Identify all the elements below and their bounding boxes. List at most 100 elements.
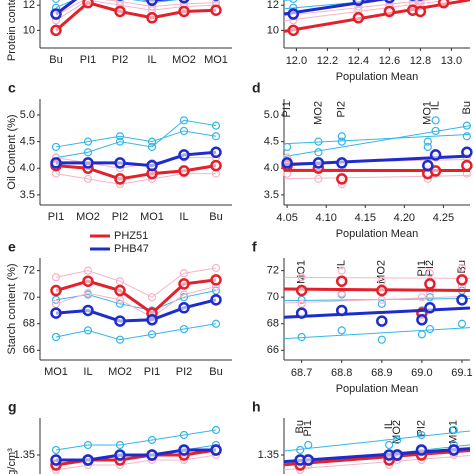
regression-line	[283, 430, 471, 452]
regression-line	[283, 295, 471, 304]
x-tick-label: MO2	[76, 211, 100, 223]
point	[461, 146, 473, 159]
point	[210, 294, 222, 306]
point	[302, 454, 315, 466]
x-tick-label: 4.05	[276, 212, 297, 224]
point	[335, 275, 348, 287]
point	[437, 0, 450, 9]
point	[178, 149, 190, 161]
x-tick-label: 12.2	[317, 55, 338, 67]
environment-label: MO2	[376, 260, 388, 284]
environment-label: PI1	[281, 101, 293, 118]
point	[287, 8, 300, 20]
point	[377, 335, 386, 344]
regression-line	[283, 125, 471, 158]
y-tick-label: 66	[267, 344, 279, 356]
point	[114, 449, 126, 461]
point	[50, 284, 62, 297]
point	[179, 324, 189, 334]
point	[52, 0, 60, 3]
point	[417, 430, 426, 440]
regression-line	[283, 0, 433, 17]
x-tick-label: 12.4	[348, 55, 369, 67]
point	[114, 173, 126, 185]
x-tick-label: MO2	[172, 54, 196, 66]
x-tick-label: MO2	[108, 366, 132, 378]
y-tick-label: 68	[23, 318, 35, 330]
point	[377, 299, 386, 308]
regression-line	[283, 0, 388, 16]
x-tick-label: Bu	[209, 211, 222, 223]
y-tick-label: 10	[267, 24, 279, 36]
point	[114, 315, 126, 327]
point	[210, 4, 222, 16]
point	[416, 314, 428, 326]
environment-label: IL	[430, 101, 442, 110]
point	[179, 116, 189, 125]
point	[385, 440, 394, 450]
x-tick-label: 68.7	[291, 367, 312, 379]
point	[83, 137, 93, 146]
y-tick-label: 72	[23, 265, 35, 277]
point	[50, 8, 62, 20]
series-line	[55, 0, 179, 9]
environment-label: MO2	[391, 420, 403, 444]
point	[51, 299, 61, 308]
point	[384, 0, 395, 4]
panel-letter: g	[8, 399, 17, 415]
y-tick-label: 3.5	[264, 189, 279, 201]
series-line	[55, 119, 217, 159]
x-axis-label: Population Mean	[336, 228, 419, 240]
point	[431, 116, 440, 125]
panel-letter: e	[8, 239, 16, 255]
x-tick-label: MO1	[204, 54, 228, 66]
point	[115, 295, 125, 304]
point	[50, 307, 62, 319]
y-tick-label: 70	[23, 291, 35, 303]
x-tick-label: PI2	[112, 54, 129, 66]
point	[457, 263, 467, 273]
point	[82, 275, 94, 287]
y-tick-label: 72	[267, 265, 279, 277]
point	[289, 0, 298, 3]
point	[211, 132, 221, 141]
point	[210, 444, 222, 456]
x-tick-label: Bu	[49, 54, 62, 66]
environment-label: Bu	[461, 101, 473, 114]
point	[287, 24, 300, 37]
y-axis-label: Oil Content (%)	[6, 114, 18, 189]
panel-letter: h	[252, 399, 261, 415]
point	[304, 440, 313, 450]
point	[179, 430, 189, 440]
point	[425, 324, 435, 334]
regression-line	[283, 276, 471, 279]
x-tick-label: IL	[179, 211, 188, 223]
point	[146, 449, 158, 461]
point	[424, 278, 436, 290]
point	[337, 266, 346, 275]
point	[422, 159, 434, 172]
point	[352, 0, 365, 6]
point	[296, 445, 305, 455]
regression-line	[283, 306, 471, 319]
y-tick-label: 1.35	[258, 449, 279, 461]
point	[391, 449, 403, 461]
point	[456, 274, 468, 286]
point	[281, 157, 293, 169]
y-tick-label: 12	[23, 0, 35, 11]
series-line	[55, 164, 217, 181]
series-line	[55, 429, 217, 451]
point	[210, 274, 222, 286]
point	[50, 454, 62, 466]
x-tick-label: 69.1	[451, 367, 472, 379]
point	[393, 435, 402, 445]
point	[210, 146, 222, 159]
point	[295, 307, 308, 319]
point	[178, 302, 190, 314]
point	[336, 173, 348, 185]
y-axis-label: cy g/cm³	[6, 448, 18, 474]
y-tick-label: 4.0	[20, 162, 35, 174]
regression-line	[283, 327, 471, 340]
point	[337, 132, 346, 141]
